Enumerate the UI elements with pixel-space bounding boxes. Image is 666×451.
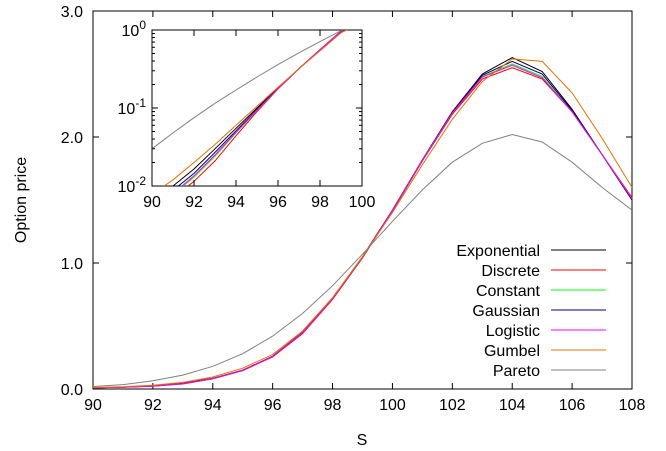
legend-label-discrete: Discrete <box>481 263 540 280</box>
legend-label-constant: Constant <box>476 283 541 300</box>
main-y-tick-label: 3.0 <box>61 4 83 21</box>
main-x-tick-label: 98 <box>324 397 342 414</box>
inset-y-tick-label: 10-1 <box>118 96 147 118</box>
main-series-lines <box>92 57 633 389</box>
inset-series-line-gumbel <box>163 30 348 186</box>
main-y-tick-label: 2.0 <box>61 130 83 147</box>
main-x-tick-label: 104 <box>499 397 526 414</box>
main-x-tick-label: 96 <box>264 397 282 414</box>
inset-x-tick-label: 92 <box>185 194 203 211</box>
y-axis-label: Option price <box>13 157 30 243</box>
inset-x-tick-label: 98 <box>311 194 329 211</box>
main-x-tick-label: 106 <box>559 397 586 414</box>
inset-y-tick-exponent: -1 <box>135 96 146 110</box>
inset-x-ticks: 90 92 94 96 98 100 <box>143 30 375 211</box>
legend-label-logistic: Logistic <box>486 323 540 340</box>
main-x-tick-label: 100 <box>379 397 406 414</box>
main-x-tick-label: 94 <box>204 397 222 414</box>
series-line-pareto <box>92 133 633 387</box>
inset-y-tick-base: 10 <box>118 179 136 196</box>
inset-y-tick-base: 10 <box>118 101 136 118</box>
inset-y-tick-label: 10-2 <box>118 174 147 196</box>
main-y-tick-label: 1.0 <box>61 256 83 273</box>
legend-label-gumbel: Gumbel <box>484 343 540 360</box>
main-x-tick-label: 90 <box>84 397 102 414</box>
inset-x-tick-label: 90 <box>143 194 161 211</box>
inset-x-tick-label: 100 <box>349 194 376 211</box>
legend: Exponential Discrete Constant Gaussian Logis… <box>456 243 606 380</box>
inset-x-tick-label: 96 <box>269 194 287 211</box>
legend-label-gaussian: Gaussian <box>472 303 540 320</box>
legend-label-exponential: Exponential <box>456 243 540 260</box>
main-x-ticks: 90 92 94 96 98 100 102 104 106 108 <box>84 11 645 414</box>
inset-x-tick-label: 94 <box>227 194 245 211</box>
main-x-tick-label: 108 <box>619 397 646 414</box>
main-y-ticks: 0.0 1.0 2.0 3.0 <box>61 4 632 399</box>
inset-y-tick-label: 100 <box>122 18 147 40</box>
inset-y-tick-exponent: -2 <box>135 174 146 188</box>
inset-y-tick-exponent: 0 <box>139 18 146 32</box>
inset-series-line-pareto <box>152 30 344 150</box>
inset-series-line-logistic <box>181 30 345 186</box>
inset-series-lines <box>152 30 348 186</box>
inset-y-tick-base: 10 <box>122 23 140 40</box>
main-x-tick-label: 92 <box>144 397 162 414</box>
main-y-tick-label: 0.0 <box>61 382 83 399</box>
legend-label-pareto: Pareto <box>493 363 540 380</box>
series-line-gumbel <box>92 58 633 388</box>
x-axis-label: S <box>357 432 368 449</box>
main-x-tick-label: 102 <box>439 397 466 414</box>
